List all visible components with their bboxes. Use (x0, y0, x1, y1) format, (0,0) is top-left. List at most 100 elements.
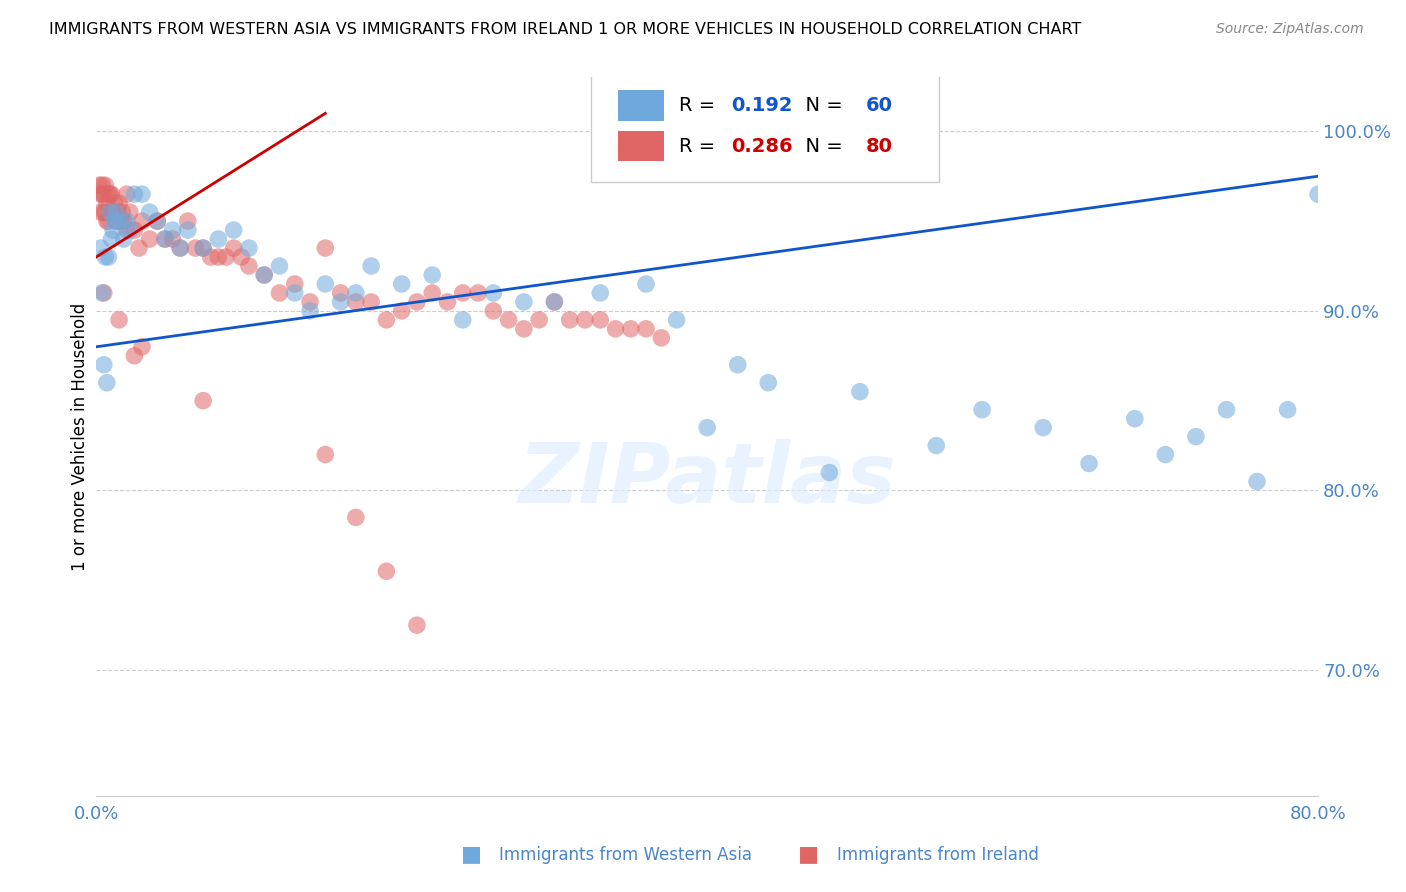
Point (169, 241, 191, 255)
Point (177, 223, 200, 237)
Point (90, 205, 112, 219)
Point (93, 285, 115, 300)
Text: N =: N = (793, 136, 849, 156)
Point (107, 205, 129, 219)
Point (93, 358, 115, 372)
Point (513, 322, 536, 336)
Point (498, 313, 520, 327)
Point (91, 187, 114, 202)
Point (253, 268, 276, 282)
Point (696, 420, 718, 434)
Point (222, 223, 245, 237)
Point (1032, 420, 1054, 434)
Point (238, 241, 260, 255)
Point (191, 393, 214, 408)
Point (191, 241, 214, 255)
Point (98, 187, 121, 202)
Bar (619, 131, 665, 161)
Point (105, 205, 128, 219)
Point (253, 268, 276, 282)
Text: ZIPatlas: ZIPatlas (519, 439, 896, 520)
Point (112, 214, 135, 228)
Point (420, 285, 443, 300)
Point (146, 214, 169, 228)
Point (329, 294, 352, 309)
Point (153, 232, 176, 246)
Point (636, 277, 658, 291)
FancyBboxPatch shape (591, 70, 939, 182)
Point (128, 241, 150, 255)
Point (124, 349, 146, 363)
Point (91, 178, 114, 193)
Point (153, 232, 176, 246)
Point (636, 322, 658, 336)
Point (138, 232, 160, 246)
Point (115, 223, 138, 237)
Text: Source: ZipAtlas.com: Source: ZipAtlas.com (1216, 22, 1364, 37)
Point (90, 241, 112, 255)
Point (650, 331, 672, 345)
Text: Immigrants from Ireland: Immigrants from Ireland (837, 846, 1039, 863)
Point (620, 322, 643, 336)
Point (391, 277, 413, 291)
Point (314, 241, 336, 255)
Point (375, 564, 398, 578)
Point (96, 196, 118, 211)
Point (1215, 402, 1237, 417)
Point (138, 205, 160, 219)
Point (93, 205, 115, 219)
Point (101, 223, 124, 237)
Point (299, 294, 322, 309)
Point (543, 294, 565, 309)
Point (124, 187, 146, 202)
Point (108, 313, 131, 327)
Point (184, 241, 207, 255)
Point (360, 294, 382, 309)
Point (972, 402, 994, 417)
Point (103, 214, 125, 228)
Point (605, 322, 627, 336)
Point (118, 205, 141, 219)
Point (420, 268, 443, 282)
Point (115, 214, 138, 228)
Point (103, 196, 125, 211)
Point (124, 223, 146, 237)
Point (96, 214, 118, 228)
Point (1308, 187, 1330, 202)
Text: N =: N = (793, 96, 849, 115)
Text: ■: ■ (461, 845, 481, 864)
Point (344, 285, 367, 300)
Point (375, 313, 398, 327)
Point (96, 376, 118, 390)
Point (1154, 448, 1177, 462)
Point (849, 384, 872, 399)
Point (574, 313, 596, 327)
Text: 60: 60 (866, 96, 893, 115)
Text: 0.286: 0.286 (731, 136, 793, 156)
Text: R =: R = (679, 96, 721, 115)
Point (451, 285, 474, 300)
Point (527, 313, 550, 327)
Point (513, 294, 536, 309)
Point (146, 214, 169, 228)
Text: IMMIGRANTS FROM WESTERN ASIA VS IMMIGRANTS FROM IRELAND 1 OR MORE VEHICLES IN HO: IMMIGRANTS FROM WESTERN ASIA VS IMMIGRAN… (49, 22, 1081, 37)
Point (131, 187, 153, 202)
Point (97, 250, 120, 264)
Text: R =: R = (679, 136, 721, 156)
Point (756, 376, 779, 390)
Point (558, 313, 581, 327)
Point (162, 232, 184, 246)
Point (925, 439, 948, 453)
Point (344, 294, 367, 309)
Point (1277, 402, 1299, 417)
Point (131, 340, 153, 354)
Point (589, 313, 612, 327)
Point (451, 313, 474, 327)
Point (406, 618, 429, 632)
Point (100, 187, 122, 202)
Point (97, 214, 120, 228)
Text: Immigrants from Western Asia: Immigrants from Western Asia (499, 846, 752, 863)
Point (110, 214, 132, 228)
Point (177, 214, 200, 228)
Text: 80: 80 (866, 136, 893, 156)
